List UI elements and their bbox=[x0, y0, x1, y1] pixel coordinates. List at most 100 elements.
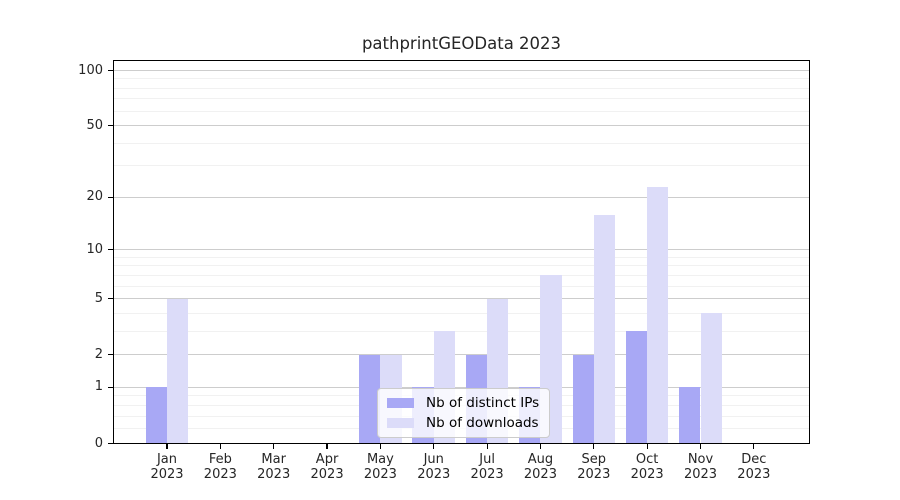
x-tick-label: Mar 2023 bbox=[247, 452, 301, 482]
gridline-major bbox=[113, 70, 810, 71]
gridline-minor bbox=[113, 142, 810, 144]
gridline-minor bbox=[113, 78, 810, 80]
x-tick-label-line: Nov bbox=[687, 452, 714, 467]
gridline-major bbox=[113, 298, 810, 300]
x-tick-label: Nov 2023 bbox=[674, 452, 728, 482]
gridline-major bbox=[113, 196, 810, 198]
x-tick-label-line: Jan bbox=[156, 452, 178, 467]
x-tick-mark bbox=[273, 443, 275, 449]
x-tick-mark bbox=[379, 443, 381, 449]
x-tick-label-line: Dec bbox=[741, 452, 767, 467]
bar-distinct-ips bbox=[145, 387, 167, 444]
x-tick-mark bbox=[433, 443, 435, 449]
bar-downloads bbox=[647, 186, 669, 444]
y-tick-label: 0 bbox=[94, 435, 103, 451]
x-tick-label-line: 2023 bbox=[630, 467, 664, 482]
x-tick-label-line: Sep bbox=[581, 452, 607, 467]
x-tick-label-line: May bbox=[366, 452, 394, 467]
x-tick-label-line: 2023 bbox=[150, 467, 184, 482]
bar-downloads bbox=[700, 313, 722, 444]
gridline-minor bbox=[113, 98, 810, 100]
x-tick-label-line: 2023 bbox=[683, 467, 718, 482]
x-tick-mark bbox=[539, 443, 542, 449]
x-tick-label-line: 2023 bbox=[470, 467, 504, 482]
bar-downloads bbox=[593, 214, 616, 444]
x-tick-label: Dec 2023 bbox=[727, 452, 781, 482]
x-tick-label-line: Feb bbox=[208, 452, 232, 467]
x-tick-label-line: 2023 bbox=[203, 467, 237, 482]
x-tick-label-line: 2023 bbox=[523, 467, 557, 482]
x-tick-label: Sep 2023 bbox=[567, 452, 621, 482]
x-tick-label-line: Apr bbox=[315, 452, 339, 467]
x-tick-mark bbox=[486, 443, 488, 449]
bar-downloads bbox=[167, 298, 189, 444]
y-tick-label: 50 bbox=[86, 117, 103, 133]
legend: Nb of distinct IPs Nb of downloads bbox=[377, 388, 551, 438]
y-tick-label: 2 bbox=[94, 346, 103, 362]
x-tick-label-line: 2023 bbox=[737, 467, 771, 482]
x-tick-label: Jul 2023 bbox=[460, 452, 514, 482]
gridline-major bbox=[113, 386, 810, 388]
y-tick-mark bbox=[108, 386, 113, 389]
legend-label-downloads: Nb of downloads bbox=[426, 415, 539, 431]
x-tick-label-line: Jul bbox=[479, 452, 495, 467]
y-tick-mark bbox=[108, 249, 113, 251]
gridline-minor bbox=[113, 312, 810, 314]
y-tick-mark bbox=[108, 69, 113, 72]
x-tick-mark bbox=[593, 443, 595, 449]
x-tick-label: May 2023 bbox=[353, 452, 407, 482]
x-tick-label-line: 2023 bbox=[310, 467, 344, 482]
legend-label-distinct-ips: Nb of distinct IPs bbox=[426, 395, 540, 411]
x-tick-label-line: 2023 bbox=[257, 467, 291, 482]
legend-item-downloads: Nb of downloads bbox=[387, 415, 539, 431]
gridline-minor bbox=[113, 265, 810, 267]
bar-distinct-ips bbox=[572, 354, 594, 444]
x-tick-mark bbox=[166, 443, 168, 449]
x-tick-mark bbox=[646, 443, 648, 449]
x-tick-label-line: Oct bbox=[635, 452, 659, 467]
x-tick-label-line: 2023 bbox=[363, 467, 397, 482]
x-tick-label: Apr 2023 bbox=[300, 452, 354, 482]
legend-item-distinct-ips: Nb of distinct IPs bbox=[387, 395, 539, 411]
gridline-minor bbox=[113, 110, 810, 112]
chart-title: pathprintGEOData 2023 bbox=[361, 34, 562, 53]
bar-distinct-ips bbox=[359, 354, 381, 444]
x-tick-mark bbox=[699, 443, 702, 449]
gridline-major bbox=[113, 249, 810, 251]
y-tick-label: 1 bbox=[94, 379, 103, 395]
y-tick-mark bbox=[108, 354, 113, 356]
y-tick-mark bbox=[108, 298, 113, 300]
y-tick-label: 10 bbox=[86, 241, 103, 257]
x-tick-mark bbox=[753, 443, 755, 449]
y-tick-mark bbox=[108, 125, 113, 127]
bar-distinct-ips bbox=[625, 331, 648, 444]
x-tick-label-line: Mar bbox=[261, 452, 286, 467]
gridline-minor bbox=[113, 87, 810, 89]
x-tick-mark bbox=[219, 443, 221, 449]
y-tick-label: 5 bbox=[94, 290, 103, 306]
x-tick-label-line: 2023 bbox=[417, 467, 451, 482]
bar-distinct-ips bbox=[679, 387, 701, 444]
legend-swatch-distinct-ips bbox=[387, 398, 414, 408]
x-tick-label-line: Aug bbox=[527, 452, 554, 467]
gridline-minor bbox=[113, 274, 810, 276]
legend-swatch-downloads bbox=[387, 418, 414, 428]
x-tick-label: Oct 2023 bbox=[620, 452, 674, 482]
x-tick-label-line: 2023 bbox=[577, 467, 611, 482]
gridline-minor bbox=[113, 285, 810, 287]
y-tick-mark bbox=[108, 442, 113, 445]
y-tick-label: 100 bbox=[78, 62, 103, 78]
gridline-minor bbox=[113, 330, 810, 332]
gridline-minor bbox=[113, 256, 810, 258]
x-tick-label: Jan 2023 bbox=[140, 452, 194, 482]
y-tick-label: 20 bbox=[86, 189, 103, 205]
gridline-major bbox=[113, 354, 810, 356]
gridline-major bbox=[113, 125, 810, 127]
x-tick-label: Feb 2023 bbox=[193, 452, 247, 482]
x-tick-label: Jun 2023 bbox=[407, 452, 461, 482]
gridline-minor bbox=[113, 165, 810, 167]
x-tick-label-line: Jun bbox=[423, 452, 444, 467]
x-tick-mark bbox=[326, 443, 328, 449]
y-tick-mark bbox=[108, 196, 113, 199]
